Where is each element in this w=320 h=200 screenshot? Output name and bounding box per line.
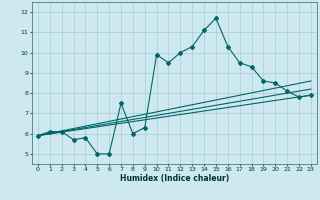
X-axis label: Humidex (Indice chaleur): Humidex (Indice chaleur) [120, 174, 229, 183]
